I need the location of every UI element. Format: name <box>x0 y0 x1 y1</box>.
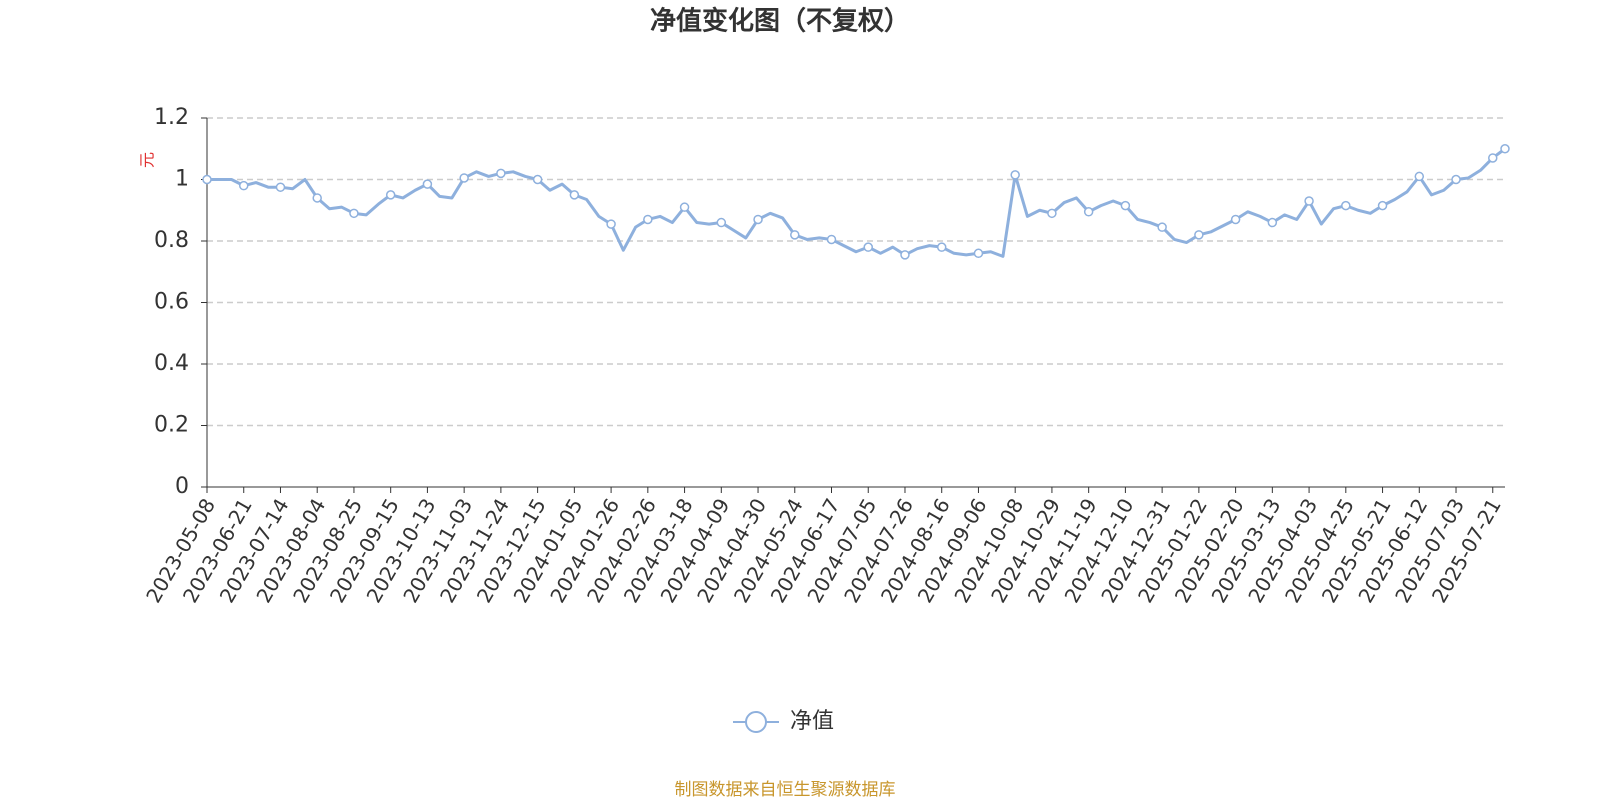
y-tick-label: 0.6 <box>154 290 189 315</box>
point <box>643 214 653 225</box>
y-tick-label: 0.4 <box>154 351 189 376</box>
point <box>349 208 359 219</box>
point <box>385 190 396 200</box>
point <box>569 190 580 200</box>
point <box>679 202 690 212</box>
legend-label: 净值 <box>790 709 834 734</box>
point <box>753 214 763 225</box>
point <box>1341 200 1351 211</box>
point <box>532 174 543 185</box>
chart-title: 净值变化图（不复权） <box>650 6 910 37</box>
point <box>1451 174 1461 185</box>
y-tick-label: 0.2 <box>154 413 189 438</box>
legend-marker <box>745 711 767 733</box>
point <box>1010 170 1020 180</box>
point <box>1267 217 1278 228</box>
point <box>863 242 873 252</box>
point <box>1157 222 1167 232</box>
point <box>238 180 249 191</box>
point <box>936 242 947 252</box>
point <box>900 250 910 260</box>
point <box>496 168 506 179</box>
point <box>275 182 286 192</box>
point <box>973 248 984 259</box>
point <box>1414 171 1425 182</box>
y-tick-label: 0 <box>175 474 189 499</box>
point <box>1304 196 1314 206</box>
point <box>1120 200 1131 211</box>
point <box>1500 144 1510 154</box>
y-tick-label: 1.2 <box>154 105 189 130</box>
point <box>1230 214 1241 225</box>
point <box>606 219 616 229</box>
point <box>202 174 212 185</box>
point <box>790 230 800 240</box>
point <box>1194 230 1204 240</box>
point <box>1047 208 1057 219</box>
point <box>1083 207 1094 217</box>
point <box>1488 153 1498 163</box>
y-axis-label: 元 <box>138 152 157 168</box>
point <box>459 173 469 183</box>
point <box>312 193 322 203</box>
point <box>716 217 727 228</box>
point <box>826 234 837 245</box>
source-note: 制图数据来自恒生聚源数据库 <box>675 780 896 800</box>
point <box>1377 200 1388 211</box>
point <box>422 179 433 189</box>
y-tick-label: 1 <box>175 167 189 192</box>
y-tick-label: 0.8 <box>154 228 189 253</box>
